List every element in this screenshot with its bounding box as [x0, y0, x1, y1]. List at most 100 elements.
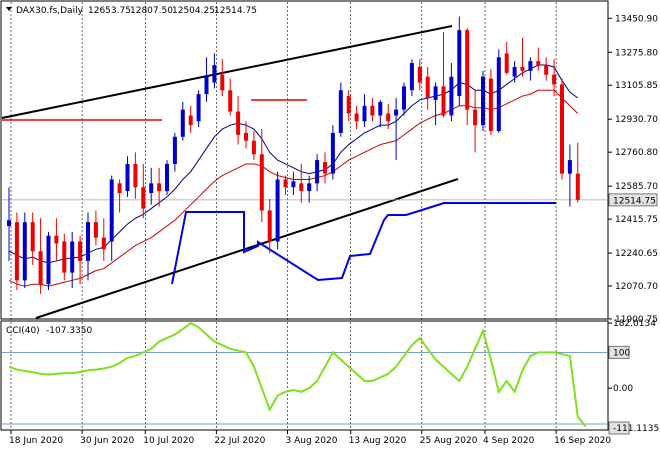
candle: [220, 59, 225, 97]
candle: [7, 187, 11, 261]
candle: [291, 171, 296, 195]
current-price-label: 12514.75: [613, 196, 656, 206]
high-value: 12807.50: [130, 6, 173, 16]
candle: [330, 125, 335, 180]
candle: [307, 175, 312, 203]
candle: [394, 98, 399, 161]
candle: [465, 28, 470, 126]
candle: [433, 82, 438, 126]
candle: [473, 90, 478, 153]
candle: [149, 167, 154, 205]
candle-body: [275, 179, 280, 242]
candle: [449, 63, 454, 122]
candle-body: [425, 76, 430, 99]
candle: [259, 129, 264, 223]
time-tick-label: 4 Sep 2020: [483, 436, 535, 446]
candle-body: [362, 105, 367, 122]
candle: [212, 53, 217, 89]
current-price-tag: [608, 193, 658, 207]
candle: [86, 212, 90, 281]
cci-tick-label: 100: [613, 348, 630, 358]
candle-body: [417, 66, 422, 83]
candle: [362, 94, 367, 128]
candle: [528, 57, 533, 81]
candle-body: [346, 96, 351, 114]
candle-body: [528, 61, 533, 71]
candle: [22, 212, 27, 289]
candle: [504, 41, 509, 75]
candle: [30, 212, 35, 265]
candle: [323, 152, 327, 184]
candle: [544, 57, 549, 81]
candle: [338, 82, 343, 137]
candle-body: [62, 241, 67, 273]
candle-body: [180, 109, 185, 137]
candle-body: [228, 90, 233, 112]
candle-body: [236, 111, 241, 135]
candle-body: [394, 109, 399, 116]
candle-body: [567, 160, 572, 174]
candle-body: [93, 222, 98, 238]
candle-body: [22, 222, 27, 281]
close-value: 12514.75: [214, 6, 257, 16]
candle: [244, 121, 248, 149]
candle-body: [149, 183, 154, 194]
candle: [275, 171, 280, 250]
candle-body: [473, 109, 478, 126]
symbol-label: DAX30.fs,Daily: [16, 6, 84, 16]
candle: [402, 82, 406, 116]
candle: [188, 105, 193, 133]
candle: [315, 154, 320, 192]
candle-body: [172, 136, 177, 164]
candle: [101, 218, 106, 261]
candle-body: [220, 74, 225, 91]
candle: [109, 175, 114, 261]
price-tick-label: 11900.75: [615, 315, 658, 325]
candle: [370, 98, 375, 122]
candle-body: [54, 235, 59, 244]
candle-body: [251, 140, 256, 155]
price-axis: 13450.90 13275.80 13105.85 12930.70 12760.80…: [608, 14, 658, 325]
candle-body: [441, 86, 446, 116]
cci-levels: [2, 352, 607, 425]
candle-body: [481, 76, 485, 126]
candle-body: [117, 183, 122, 194]
candle-body: [109, 179, 114, 242]
candle: [575, 142, 580, 203]
candle-body: [512, 66, 517, 77]
collapse-arrow-icon[interactable]: [6, 7, 12, 11]
low-value: 12504.25: [172, 6, 215, 16]
candle: [133, 152, 138, 199]
candle-body: [299, 183, 304, 192]
cci-header: CCI(40) -107.3350: [6, 326, 92, 336]
candle: [299, 163, 304, 203]
candle-body: [204, 76, 209, 95]
cci-tick-label: -111.1135: [613, 424, 659, 434]
candle-body: [30, 222, 35, 252]
candle: [536, 47, 541, 71]
candle-body: [552, 74, 557, 85]
candle-body: [560, 84, 564, 174]
candle-body: [307, 183, 312, 192]
time-tick-label: 18 Jun 2020: [9, 436, 63, 446]
candle: [552, 59, 557, 97]
price-tick-label: 13450.90: [615, 14, 658, 24]
cci-value: -107.3350: [46, 326, 92, 336]
candle: [38, 218, 43, 294]
candle-body: [386, 113, 391, 122]
cci-tick-label: 0.00: [613, 384, 633, 394]
price-tick-label: 12930.70: [615, 115, 658, 125]
candle-body: [504, 53, 509, 73]
candle-body: [70, 241, 75, 273]
candle-body: [133, 163, 138, 188]
chart-overlays: [1, 25, 607, 319]
candle-body: [433, 86, 438, 100]
candle-body: [244, 132, 248, 141]
time-tick-label: 3 Aug 2020: [286, 436, 338, 446]
candle-body: [14, 222, 19, 281]
candle-body: [449, 76, 454, 116]
candle-body: [457, 30, 462, 97]
support-step-line: [171, 202, 556, 285]
candle: [512, 61, 517, 83]
